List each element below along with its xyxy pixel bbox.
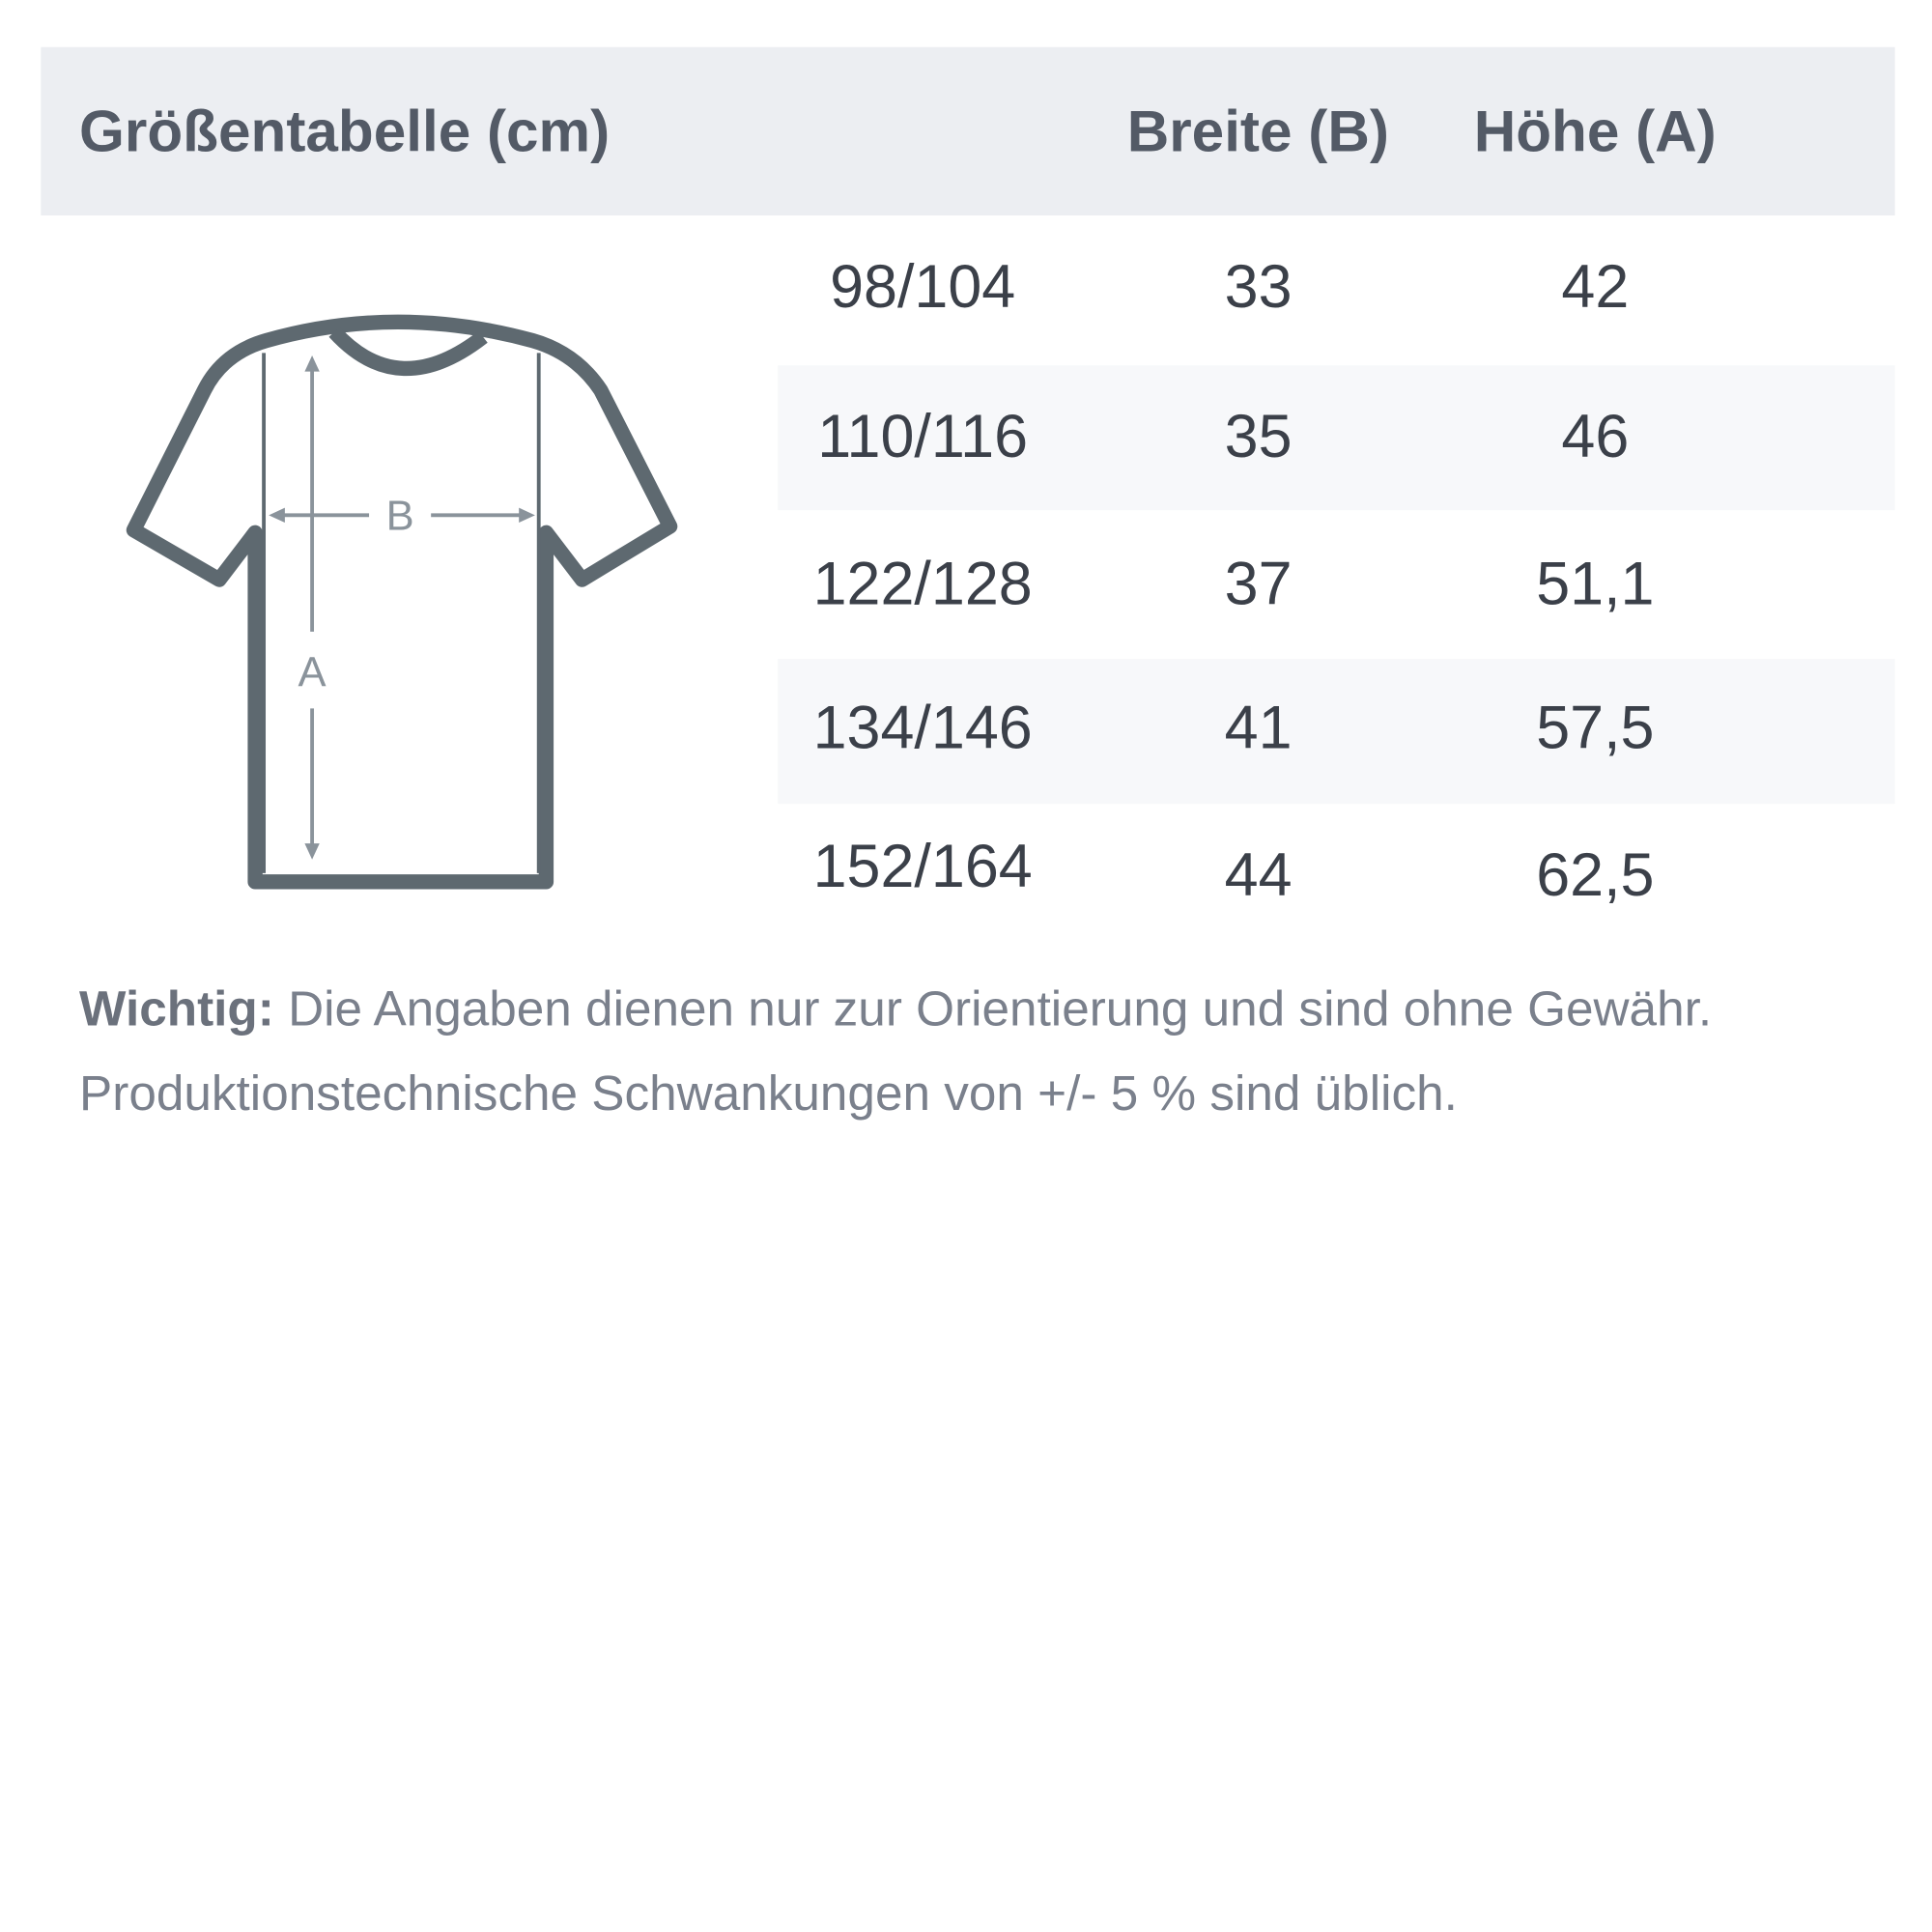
- measure-arrows: [269, 355, 535, 860]
- height-cell: 57,5: [1536, 695, 1655, 762]
- row-stripe: [778, 659, 1895, 805]
- size-cell: 98/104: [830, 253, 1016, 322]
- width-cell: 41: [1224, 695, 1293, 762]
- size-cell: 134/146: [812, 695, 1033, 762]
- label-b: B: [386, 494, 414, 540]
- collar: [328, 327, 488, 377]
- width-cell: 37: [1224, 551, 1293, 618]
- height-cell: 62,5: [1536, 841, 1655, 910]
- label-a: A: [298, 649, 327, 696]
- column-header-height: Höhe (A): [1473, 98, 1717, 164]
- width-cell: 44: [1224, 841, 1293, 910]
- column-header-width: Breite (B): [1126, 98, 1389, 164]
- height-cell: 42: [1561, 253, 1630, 322]
- height-cell: 51,1: [1536, 551, 1655, 618]
- size-cell: 110/116: [817, 403, 1029, 471]
- table-title: Größentabelle (cm): [79, 98, 611, 164]
- size-cell: 122/128: [812, 551, 1033, 618]
- size-cell: 152/164: [812, 833, 1033, 901]
- note-label: Wichtig:: [79, 981, 274, 1037]
- note-line-2: Produktionstechnische Schwankungen von +…: [79, 1065, 1458, 1122]
- tshirt-outline: [126, 314, 678, 890]
- width-cell: 33: [1224, 253, 1293, 322]
- height-cell: 46: [1561, 403, 1630, 471]
- table-header: [41, 46, 1895, 216]
- note-text: Die Angaben dienen nur zur Orientierung …: [273, 981, 1713, 1037]
- row-stripe: [778, 365, 1895, 511]
- width-cell: 35: [1224, 403, 1293, 471]
- note-line-1: Wichtig: Die Angaben dienen nur zur Orie…: [79, 979, 1712, 1040]
